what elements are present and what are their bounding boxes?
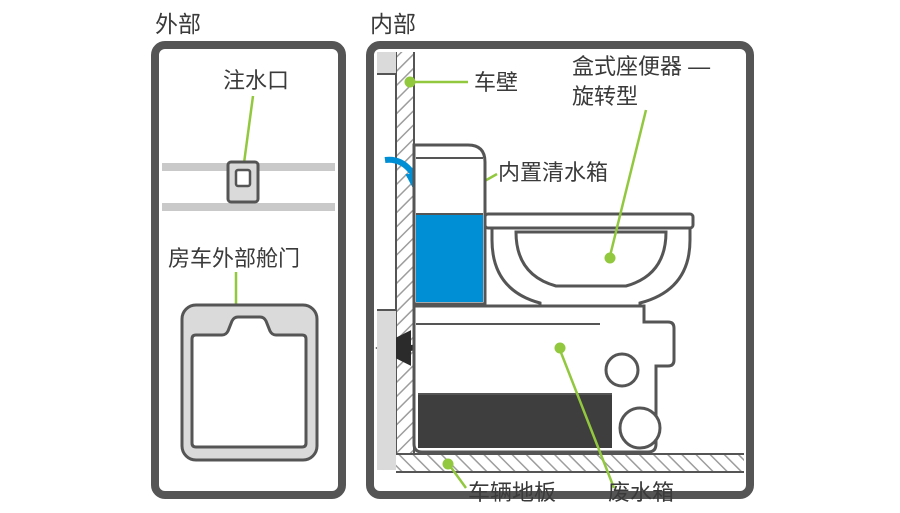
waste-base: [414, 306, 674, 452]
wall-filler-top: [377, 52, 396, 74]
internal-panel: 内部 车壁 盒式座便器 — 旋转型 内置清水箱: [370, 11, 750, 505]
waste-fill: [418, 394, 612, 448]
wall-filler-bot: [377, 310, 396, 470]
wall-label: 车壁: [474, 70, 518, 95]
wheel-icon: [606, 354, 638, 386]
wall-hatch: [396, 52, 414, 454]
wall-dot: [405, 77, 416, 88]
diagram-root: 外部 注水口 房车外部舱门 内部: [0, 0, 900, 513]
external-panel: 外部 注水口 房车外部舱门: [155, 11, 342, 495]
cistern: [414, 145, 485, 304]
internal-title: 内部: [370, 11, 416, 37]
toilet-title-2: 旋转型: [572, 84, 638, 109]
external-title: 外部: [155, 11, 201, 37]
fresh-tank-label: 内置清水箱: [498, 160, 608, 185]
wheel-icon: [620, 408, 660, 448]
water-inlet-label: 注水口: [223, 68, 289, 93]
toilet-title-1: 盒式座便器 —: [572, 54, 710, 79]
ext-bar-bot: [162, 203, 335, 211]
waste-label: 废水箱: [608, 480, 674, 505]
floor-dot: [443, 459, 454, 470]
compartment-door-inner: [192, 317, 306, 447]
water-fill: [416, 214, 483, 302]
floor-label: 车辆地板: [468, 480, 556, 505]
water-inlet-inner: [236, 170, 250, 186]
diagram-svg: 外部 注水口 房车外部舱门 内部: [0, 0, 900, 513]
compartment-label: 房车外部舱门: [168, 246, 300, 271]
